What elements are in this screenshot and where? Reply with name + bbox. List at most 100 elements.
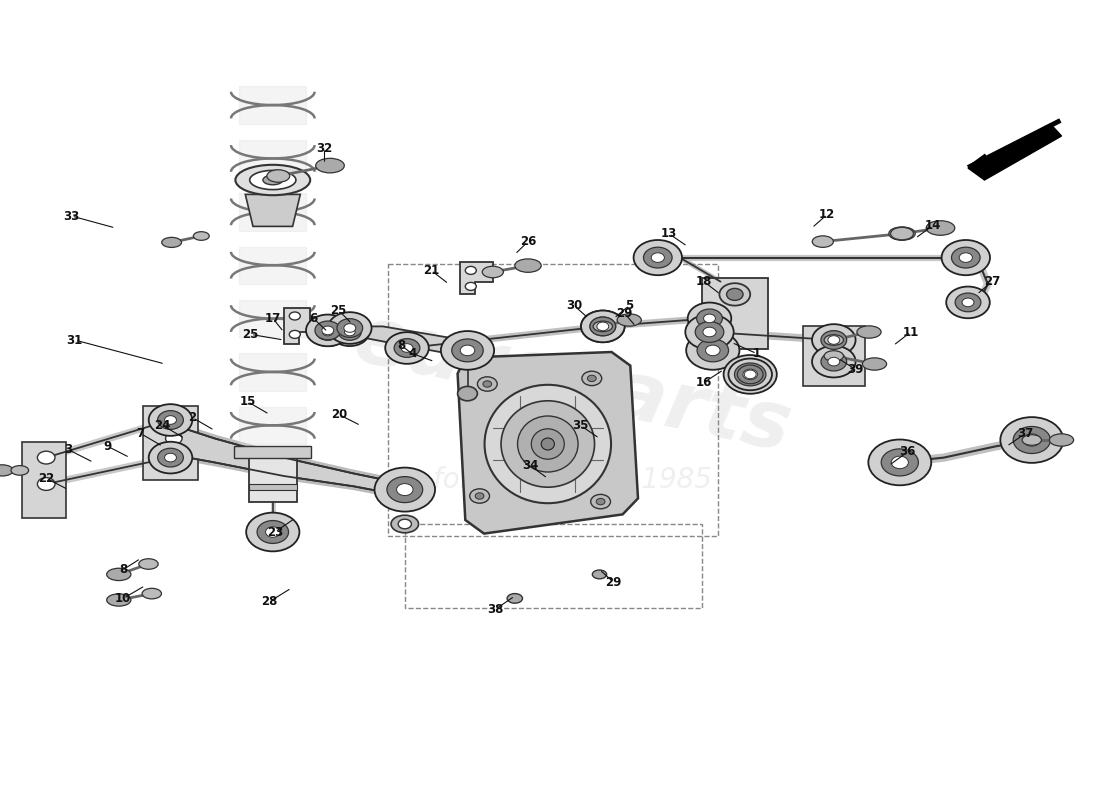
Ellipse shape <box>742 369 758 380</box>
Ellipse shape <box>246 513 299 551</box>
Text: 25: 25 <box>243 328 258 341</box>
Ellipse shape <box>250 170 296 190</box>
Ellipse shape <box>315 321 341 340</box>
Text: 11: 11 <box>903 326 918 338</box>
Ellipse shape <box>344 324 355 332</box>
Bar <box>234 446 311 458</box>
Ellipse shape <box>458 386 477 401</box>
Text: 17: 17 <box>265 312 280 325</box>
Ellipse shape <box>339 324 361 340</box>
Ellipse shape <box>634 240 682 275</box>
Text: 22: 22 <box>39 472 54 485</box>
Text: 20: 20 <box>331 408 346 421</box>
Ellipse shape <box>926 221 955 235</box>
Text: 7: 7 <box>136 427 145 440</box>
Polygon shape <box>460 262 493 294</box>
Ellipse shape <box>955 293 981 312</box>
Bar <box>22 442 66 518</box>
Text: 29: 29 <box>606 576 621 589</box>
Ellipse shape <box>11 466 29 475</box>
Text: 5: 5 <box>625 299 634 312</box>
Text: 30: 30 <box>566 299 582 312</box>
Ellipse shape <box>891 456 909 469</box>
Ellipse shape <box>727 288 744 300</box>
Ellipse shape <box>330 318 370 346</box>
Ellipse shape <box>385 332 429 364</box>
Text: 12: 12 <box>820 208 835 221</box>
Ellipse shape <box>531 429 564 459</box>
Ellipse shape <box>257 521 288 543</box>
Ellipse shape <box>686 331 739 370</box>
Ellipse shape <box>465 282 476 290</box>
Ellipse shape <box>165 454 176 462</box>
Ellipse shape <box>581 310 625 342</box>
Ellipse shape <box>484 385 612 503</box>
Bar <box>803 326 865 386</box>
Ellipse shape <box>812 236 834 247</box>
Bar <box>249 458 297 502</box>
Ellipse shape <box>394 338 420 358</box>
Ellipse shape <box>697 339 728 362</box>
Text: 9: 9 <box>103 440 112 453</box>
Ellipse shape <box>581 310 625 342</box>
Ellipse shape <box>617 314 641 326</box>
Polygon shape <box>968 124 1062 180</box>
Ellipse shape <box>590 317 616 336</box>
Text: 26: 26 <box>520 235 536 248</box>
Text: 16: 16 <box>696 376 712 389</box>
Bar <box>405 524 702 608</box>
Ellipse shape <box>824 350 844 362</box>
Text: 15: 15 <box>240 395 255 408</box>
Ellipse shape <box>703 327 716 337</box>
Ellipse shape <box>477 377 497 391</box>
Text: 34: 34 <box>522 459 538 472</box>
Ellipse shape <box>402 344 412 352</box>
Ellipse shape <box>387 477 422 502</box>
Ellipse shape <box>596 498 605 505</box>
Ellipse shape <box>267 170 289 182</box>
Text: 31: 31 <box>67 334 82 346</box>
Polygon shape <box>458 352 638 534</box>
Ellipse shape <box>644 247 672 268</box>
Polygon shape <box>245 194 300 226</box>
Ellipse shape <box>821 352 847 371</box>
Ellipse shape <box>821 330 847 350</box>
Text: 27: 27 <box>984 275 1000 288</box>
Ellipse shape <box>962 298 974 306</box>
Ellipse shape <box>812 346 856 378</box>
Ellipse shape <box>685 314 734 350</box>
Ellipse shape <box>745 370 756 378</box>
Ellipse shape <box>688 302 732 334</box>
Text: 4: 4 <box>408 347 417 360</box>
Ellipse shape <box>728 358 772 390</box>
Ellipse shape <box>737 365 763 384</box>
Ellipse shape <box>316 158 344 173</box>
Bar <box>249 484 297 490</box>
Ellipse shape <box>162 238 182 247</box>
Ellipse shape <box>704 314 715 322</box>
Ellipse shape <box>724 355 777 394</box>
Ellipse shape <box>582 371 602 386</box>
Ellipse shape <box>946 286 990 318</box>
Ellipse shape <box>460 345 475 356</box>
Text: 6: 6 <box>309 312 318 325</box>
Ellipse shape <box>696 309 723 328</box>
Ellipse shape <box>517 416 579 472</box>
Text: 28: 28 <box>262 595 277 608</box>
Text: 36: 36 <box>900 446 915 458</box>
Ellipse shape <box>597 322 608 330</box>
Ellipse shape <box>889 227 915 240</box>
Ellipse shape <box>235 165 310 195</box>
Ellipse shape <box>344 328 355 336</box>
Text: 35: 35 <box>573 419 588 432</box>
Ellipse shape <box>651 253 664 262</box>
Text: 8: 8 <box>119 563 128 576</box>
Ellipse shape <box>317 324 339 340</box>
Text: 14: 14 <box>925 219 940 232</box>
Ellipse shape <box>139 558 158 570</box>
Ellipse shape <box>166 432 183 445</box>
Text: 3: 3 <box>64 443 73 456</box>
Ellipse shape <box>157 448 184 467</box>
Ellipse shape <box>470 489 490 503</box>
Ellipse shape <box>1023 434 1041 446</box>
